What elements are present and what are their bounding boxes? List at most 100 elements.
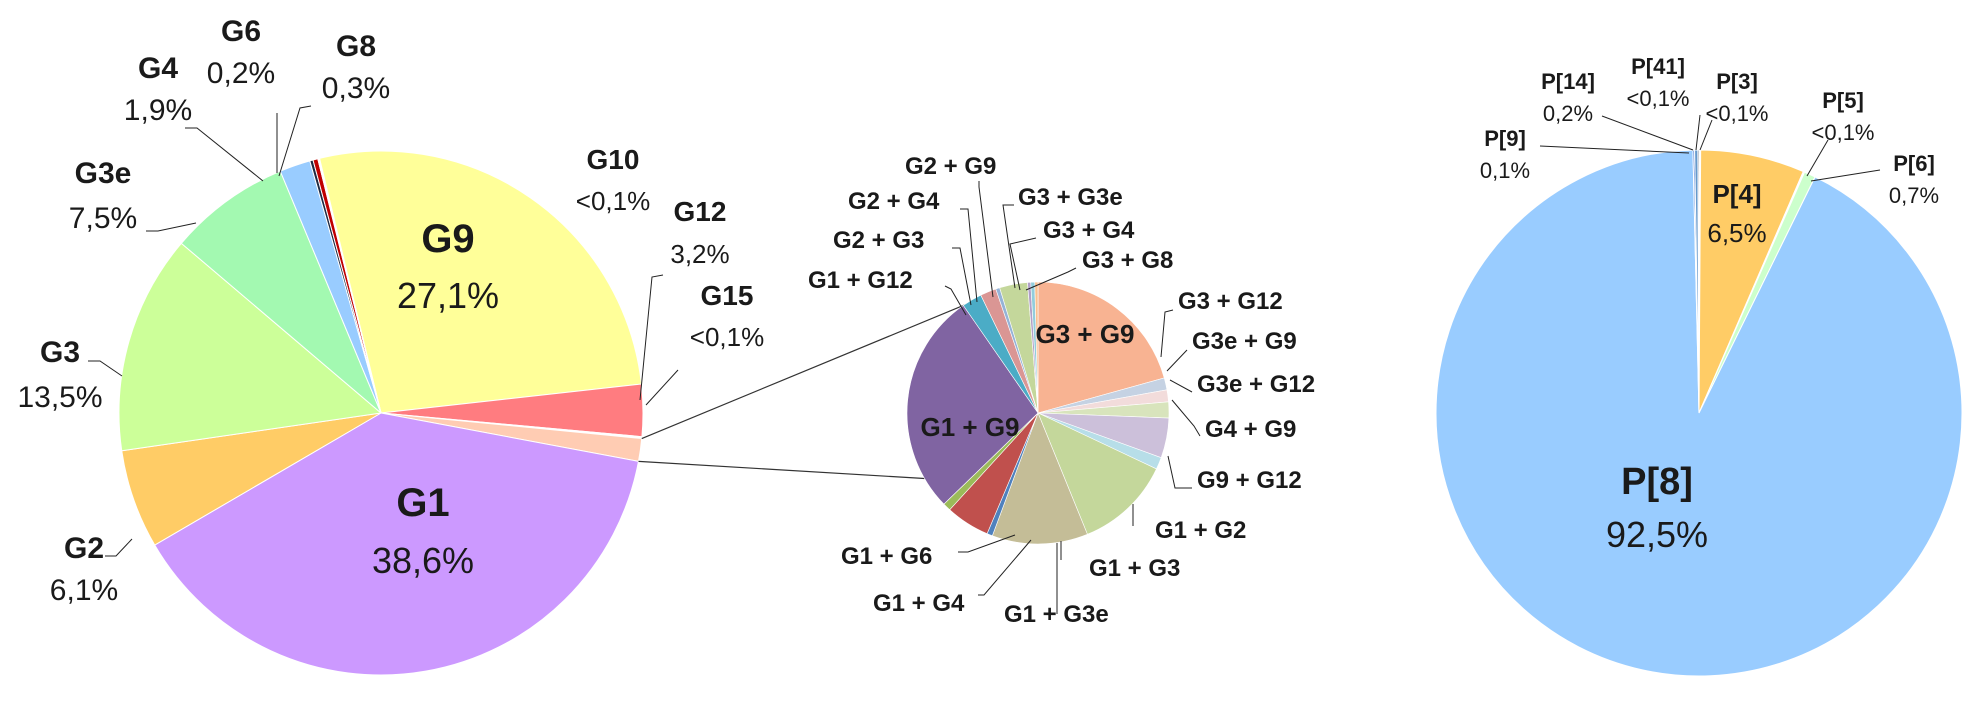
slice-g1-g9 xyxy=(906,304,1039,505)
label-p2-g9-g12-leader xyxy=(1167,455,1192,489)
label-p2-g1-g4-name: G1 + G4 xyxy=(873,590,965,617)
slice-g1-g3 xyxy=(991,412,1088,545)
slice-g3-g8 xyxy=(1034,281,1039,414)
label-p2-g3-g12-name: G3 + G12 xyxy=(1178,288,1283,315)
label-p2-g1-g12-leader xyxy=(944,285,967,316)
label-p2-g1-g2-name: G1 + G2 xyxy=(1155,517,1246,544)
label-p2-g3e-g9-name: G3e + G9 xyxy=(1192,328,1297,355)
label-p2-g9-g12-name: G9 + G12 xyxy=(1197,467,1302,494)
label-p3-p-14-name: P[14] xyxy=(1541,69,1595,94)
slice-p-3 xyxy=(1698,149,1702,414)
label-p2-g3-g4-name: G3 + G4 xyxy=(1043,217,1135,244)
label-p3-p-3-value: <0,1% xyxy=(1706,101,1769,126)
breakout-connectors xyxy=(638,283,1016,480)
label-p2-g2-g9-name: G2 + G9 xyxy=(905,153,996,180)
label-p1-g3e-value: 7,5% xyxy=(69,202,137,235)
label-p1-g1-value: 38,6% xyxy=(372,540,474,581)
slice-g10 xyxy=(317,157,382,414)
label-p3-p-8-name: P[8] xyxy=(1621,461,1693,503)
label-p1-g3e-leader xyxy=(146,222,197,232)
label-p3-p-4-name: P[4] xyxy=(1712,179,1761,209)
label-p2-g3e-g12-name: G3e + G12 xyxy=(1197,371,1315,398)
label-p3-p-6-value: 0,7% xyxy=(1889,183,1939,208)
slice-g1 xyxy=(154,412,640,676)
label-p1-g12-name: G12 xyxy=(674,196,727,227)
label-p3-p-9-name: P[9] xyxy=(1484,126,1526,151)
label-p2-g3-g3e-name: G3 + G3e xyxy=(1018,184,1123,211)
label-p2-g2-g3-leader xyxy=(952,247,972,306)
label-p1-g2-leader xyxy=(105,538,133,557)
label-p1-g8-value: 0,3% xyxy=(322,72,390,105)
label-p3-p-41-value: <0,1% xyxy=(1627,86,1690,111)
label-p2-g1-g3e-name: G1 + G3e xyxy=(1004,601,1109,628)
label-p1-g12-value: 3,2% xyxy=(670,239,729,269)
label-p2-g4-g9-leader xyxy=(1171,399,1201,437)
label-p1-g3-name: G3 xyxy=(40,336,80,369)
label-p2-g1-g12-name: G1 + G12 xyxy=(808,267,913,294)
label-p2-g3-g4-leader xyxy=(1009,237,1037,291)
label-p3-p-8-value: 92,5% xyxy=(1606,514,1708,555)
label-p1-g3-leader xyxy=(88,360,123,377)
label-p2-g1-g6-name: G1 + G6 xyxy=(841,543,932,570)
label-p3-p-5-value: <0,1% xyxy=(1812,120,1875,145)
label-p1-g6-value: 0,2% xyxy=(207,57,275,90)
label-p3-p-41-leader xyxy=(1695,114,1701,151)
pie-genotype-g xyxy=(118,150,644,676)
label-p2-g3-g8-leader xyxy=(1025,267,1077,291)
label-p3-p-3-name: P[3] xyxy=(1716,69,1758,94)
label-p1-g10-name: G10 xyxy=(587,144,640,175)
label-p1-g15-name: G15 xyxy=(701,280,754,311)
label-p3-p-14-value: 0,2% xyxy=(1543,101,1593,126)
label-p1-g1-name: G1 xyxy=(396,481,449,525)
label-p2-g1-g3-name: G1 + G3 xyxy=(1089,555,1180,582)
label-p1-g8-name: G8 xyxy=(336,30,376,63)
label-p2-g2-g3-name: G2 + G3 xyxy=(833,227,924,254)
label-p2-g3-g3e-leader xyxy=(1002,204,1016,289)
label-p1-g4-name: G4 xyxy=(138,52,178,85)
label-p1-g9-name: G9 xyxy=(421,217,474,261)
slice-g9 xyxy=(317,150,642,414)
label-p1-g9-value: 27,1% xyxy=(397,275,499,316)
label-p1-g12-leader xyxy=(639,274,664,401)
label-p3-p-4-value: 6,5% xyxy=(1707,218,1766,248)
label-p2-g3-g12-leader xyxy=(1160,309,1174,358)
slice-labels: G9 27,1% G1 38,6% G12 3,2% G15 <0,1% G8 0,3% G6 0,2… xyxy=(17,15,1939,628)
label-p3-p-41-name: P[41] xyxy=(1631,54,1685,79)
label-p3-p-5-name: P[5] xyxy=(1822,88,1864,113)
label-p3-p-6-leader xyxy=(1810,169,1881,182)
slice-g3-g9 xyxy=(1037,281,1165,414)
label-p3-p-14-leader xyxy=(1601,115,1694,151)
label-p3-p-3-leader xyxy=(1699,119,1713,151)
label-p1-g2-value: 6,1% xyxy=(50,574,118,607)
label-p1-g4-leader xyxy=(185,127,264,182)
label-p2-g1-g9-name: G1 + G9 xyxy=(921,412,1020,442)
slice-g3 xyxy=(118,242,383,452)
label-p2-g2-g9-leader xyxy=(978,181,994,298)
pie-genotype-p xyxy=(1435,149,1963,677)
label-p2-g1-g4-leader xyxy=(978,539,1032,596)
label-p1-g4-value: 1,9% xyxy=(124,94,192,127)
label-p2-g1-g6-leader xyxy=(958,534,1016,553)
slice-g3e xyxy=(180,170,382,414)
connector-line-bottom xyxy=(638,460,925,480)
label-p2-g3e-g12-leader xyxy=(1169,379,1193,393)
label-p2-g2-g4-leader xyxy=(960,208,978,303)
slice-p-8 xyxy=(1435,149,1963,677)
label-p1-g3e-name: G3e xyxy=(75,157,132,190)
label-p2-g3e-g9-leader xyxy=(1166,349,1188,372)
label-p2-g2-g4-name: G2 + G4 xyxy=(848,188,940,215)
label-p3-p-6-name: P[6] xyxy=(1893,151,1935,176)
label-p1-g6-name: G6 xyxy=(221,15,261,48)
label-p2-g3-g9-name: G3 + G9 xyxy=(1036,319,1135,349)
label-p2-g3-g8-name: G3 + G8 xyxy=(1082,247,1173,274)
label-p3-p-9-leader xyxy=(1539,145,1690,154)
label-p1-g15-leader xyxy=(645,369,679,406)
slice-g1-g2 xyxy=(1037,412,1157,535)
connector-line-top xyxy=(641,283,1016,440)
label-p2-g4-g9-name: G4 + G9 xyxy=(1205,416,1296,443)
label-p1-g2-name: G2 xyxy=(64,532,104,565)
label-p1-g15-value: <0,1% xyxy=(690,322,764,352)
label-p1-g10-value: <0,1% xyxy=(576,186,650,216)
